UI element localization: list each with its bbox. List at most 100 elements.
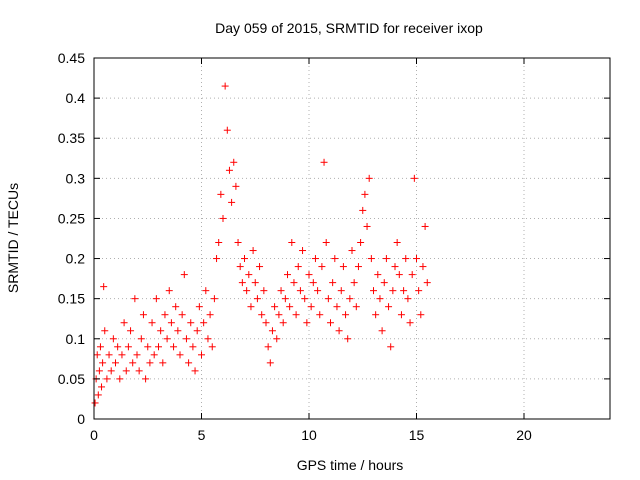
data-point <box>243 287 251 295</box>
data-point <box>172 303 180 311</box>
data-point <box>112 359 119 367</box>
data-point <box>329 279 337 287</box>
data-point <box>133 351 141 359</box>
data-point <box>316 311 324 319</box>
data-point <box>139 311 147 319</box>
data-point <box>182 335 190 343</box>
data-point <box>400 287 408 295</box>
data-point <box>361 190 369 198</box>
data-point <box>266 359 274 367</box>
data-point <box>210 295 218 303</box>
data-point <box>99 359 107 367</box>
data-points <box>91 82 431 407</box>
data-point <box>159 359 167 367</box>
data-point <box>234 239 242 247</box>
data-point <box>350 279 358 287</box>
data-point <box>273 335 281 343</box>
data-point <box>309 279 317 287</box>
x-tick-label: 15 <box>409 427 425 443</box>
y-tick-label: 0.2 <box>66 251 86 267</box>
data-point <box>320 158 328 166</box>
data-point <box>370 287 377 295</box>
data-point <box>221 82 229 90</box>
data-point <box>107 367 115 375</box>
data-point <box>189 343 197 351</box>
data-point <box>262 319 270 327</box>
data-point <box>195 303 203 311</box>
data-point <box>260 287 268 295</box>
data-point <box>129 359 137 367</box>
data-point <box>404 295 412 303</box>
data-point <box>348 247 356 255</box>
y-tick-label: 0.25 <box>58 210 85 226</box>
data-point <box>105 351 113 359</box>
y-axis-title: SRMTID / TECUs <box>5 183 21 293</box>
data-point <box>170 343 178 351</box>
x-tick-label: 10 <box>301 427 317 443</box>
data-point <box>178 311 186 319</box>
x-tick-label: 0 <box>90 427 98 443</box>
data-point <box>253 295 261 303</box>
data-point <box>223 126 231 134</box>
data-point <box>395 271 403 279</box>
data-point <box>288 239 296 247</box>
data-point <box>382 255 390 263</box>
y-tick-label: 0.3 <box>66 170 86 186</box>
data-point <box>376 295 384 303</box>
data-point <box>374 271 382 279</box>
data-point <box>150 351 158 359</box>
data-point <box>301 295 309 303</box>
data-point <box>402 255 410 263</box>
data-point <box>116 375 124 383</box>
data-point <box>157 327 165 335</box>
data-point <box>251 279 259 287</box>
data-point <box>387 343 395 351</box>
data-point <box>91 399 99 407</box>
data-point <box>249 247 257 255</box>
data-point <box>155 343 162 351</box>
data-point <box>94 391 102 399</box>
data-point <box>256 263 264 271</box>
data-point <box>215 239 223 247</box>
data-point <box>236 263 244 271</box>
data-point <box>258 311 266 319</box>
data-point <box>217 190 225 198</box>
data-point <box>200 319 208 327</box>
y-tick-label: 0.4 <box>66 90 86 106</box>
data-point <box>144 343 152 351</box>
data-point <box>103 375 111 383</box>
data-point <box>284 271 291 279</box>
data-point <box>148 319 156 327</box>
data-point <box>100 283 108 291</box>
data-point <box>281 295 289 303</box>
data-point <box>305 271 313 279</box>
data-point <box>389 287 397 295</box>
axis-ticks <box>93 57 610 420</box>
data-point <box>307 303 315 311</box>
data-point <box>294 263 302 271</box>
data-point <box>346 295 354 303</box>
data-point <box>337 287 345 295</box>
data-point <box>146 359 154 367</box>
data-point <box>292 311 300 319</box>
data-point <box>417 311 425 319</box>
data-point <box>279 319 287 327</box>
data-point <box>202 287 210 295</box>
data-point <box>245 271 253 279</box>
data-point <box>290 279 298 287</box>
data-point <box>180 271 188 279</box>
data-point <box>275 311 283 319</box>
data-point <box>198 351 205 359</box>
chart-title: Day 059 of 2015, SRMTID for receiver ixo… <box>215 20 483 36</box>
data-point <box>365 174 373 182</box>
data-point <box>363 222 371 230</box>
data-point <box>331 255 339 263</box>
data-point <box>225 166 233 174</box>
x-axis-title: GPS time / hours <box>297 457 404 473</box>
data-point <box>191 367 199 375</box>
y-tick-label: 0.05 <box>58 371 85 387</box>
data-point <box>98 383 106 391</box>
data-point <box>137 335 145 343</box>
data-point <box>124 343 132 351</box>
data-point <box>185 359 193 367</box>
